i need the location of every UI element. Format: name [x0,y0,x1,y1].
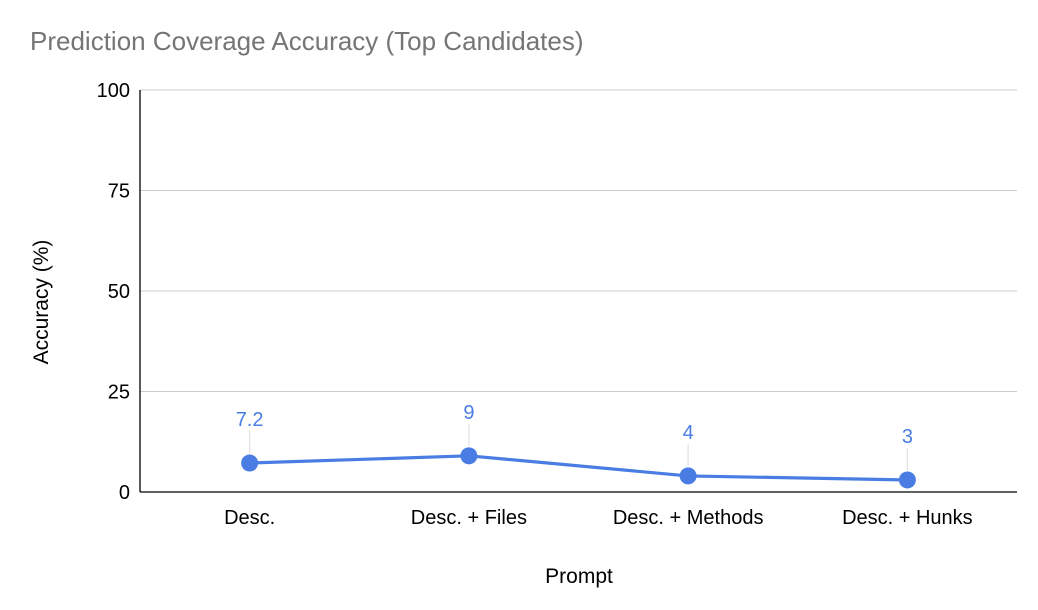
data-label-leaders [249,423,908,470]
data-label: 9 [463,402,474,424]
x-tick-label: Desc. + Files [411,507,527,529]
data-labels: 7.2 9 4 3 [236,402,913,448]
y-axis-ticks: 0 25 50 75 100 [97,80,130,504]
gridlines [140,89,1017,392]
x-axis-ticks: Desc. Desc. + Files Desc. + Methods Desc. +… [224,507,973,529]
data-label: 4 [683,422,694,444]
x-tick-label: Desc. + Hunks [842,507,973,529]
x-tick-label: Desc. [224,507,275,529]
data-label: 3 [902,426,913,448]
y-tick-label: 100 [97,80,130,102]
data-point [241,454,259,472]
y-tick-label: 75 [108,181,130,203]
x-axis-title: Prompt [545,565,613,588]
data-point [679,467,697,485]
series-line [248,454,909,482]
data-label: 7.2 [236,409,264,431]
axes [139,90,1017,493]
y-axis-title: Accuracy (%) [30,240,53,365]
x-tick-label: Desc. + Methods [613,507,764,529]
y-tick-label: 0 [119,482,130,504]
y-tick-label: 25 [108,382,130,404]
data-point [460,447,478,465]
series-layer [241,447,916,489]
chart-title: Prediction Coverage Accuracy (Top Candid… [30,26,584,56]
data-point [898,471,916,489]
y-tick-label: 50 [108,281,130,303]
